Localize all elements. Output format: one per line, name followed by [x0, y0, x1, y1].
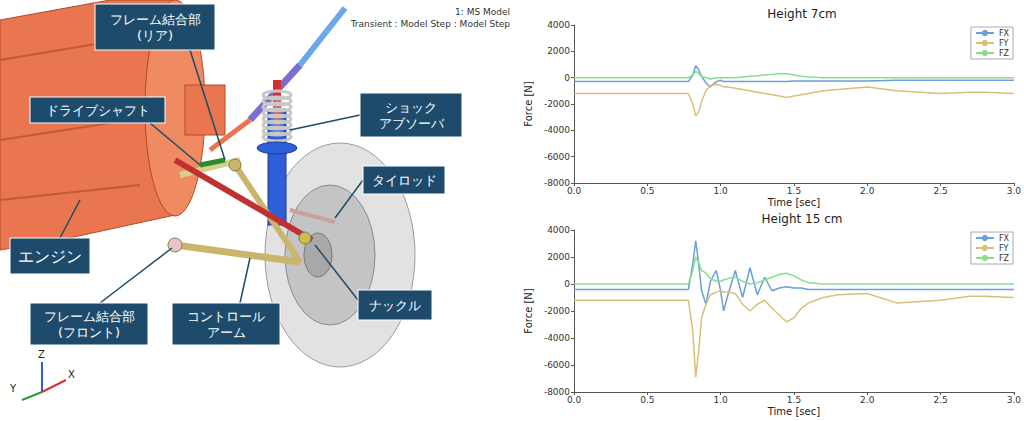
svg-text:フレーム結合部: フレーム結合部 — [44, 309, 135, 324]
svg-text:(リア): (リア) — [137, 28, 173, 43]
svg-text:-2000: -2000 — [544, 306, 570, 316]
svg-text:-6000: -6000 — [544, 152, 570, 162]
svg-text:Force [N]: Force [N] — [523, 81, 534, 127]
svg-text:FY: FY — [999, 244, 1009, 253]
svg-text:FX: FX — [999, 29, 1010, 38]
svg-text:1.5: 1.5 — [787, 395, 801, 405]
svg-text:ドライブシャフト: ドライブシャフト — [46, 103, 150, 118]
svg-text:コントロール: コントロール — [187, 309, 265, 324]
svg-text:-2000: -2000 — [544, 99, 570, 109]
svg-text:フレーム結合部: フレーム結合部 — [110, 12, 201, 27]
svg-text:1.0: 1.0 — [713, 186, 728, 196]
svg-text:タイロッド: タイロッド — [372, 173, 437, 188]
svg-text:0.5: 0.5 — [640, 395, 654, 405]
svg-text:-6000: -6000 — [544, 360, 570, 370]
svg-text:3.0: 3.0 — [1007, 395, 1022, 405]
svg-text:3.0: 3.0 — [1007, 186, 1022, 196]
svg-text:FY: FY — [999, 39, 1009, 48]
svg-text:アーム: アーム — [207, 325, 246, 340]
svg-text:2.0: 2.0 — [860, 395, 875, 405]
svg-text:FZ: FZ — [999, 254, 1010, 263]
svg-text:Height 15 cm: Height 15 cm — [762, 212, 843, 226]
svg-text:0: 0 — [564, 279, 570, 289]
svg-text:Height 7cm: Height 7cm — [767, 7, 836, 21]
svg-text:X: X — [68, 369, 75, 380]
svg-text:-4000: -4000 — [544, 125, 570, 135]
svg-text:0.5: 0.5 — [640, 186, 654, 196]
svg-text:1.5: 1.5 — [787, 186, 801, 196]
svg-text:Force [N]: Force [N] — [523, 288, 534, 334]
svg-text:1.0: 1.0 — [713, 395, 728, 405]
svg-text:2.5: 2.5 — [933, 395, 947, 405]
svg-text:アブソーバ: アブソーバ — [379, 116, 445, 131]
svg-text:1: MS Model: 1: MS Model — [455, 7, 510, 17]
svg-text:エンジン: エンジン — [18, 247, 82, 266]
svg-text:2.0: 2.0 — [860, 186, 875, 196]
svg-text:Z: Z — [38, 349, 45, 360]
svg-text:Transient : Model Step : Model: Transient : Model Step : Model Step — [350, 19, 511, 29]
svg-text:2.5: 2.5 — [933, 186, 947, 196]
svg-text:ショック: ショック — [385, 100, 437, 115]
svg-text:FX: FX — [999, 234, 1010, 243]
svg-text:-8000: -8000 — [543, 178, 571, 188]
svg-text:Time [sec]: Time [sec] — [767, 406, 820, 417]
svg-text:-8000: -8000 — [543, 387, 571, 397]
svg-text:2000: 2000 — [547, 252, 570, 262]
svg-text:0.0: 0.0 — [567, 395, 582, 405]
svg-text:Time [sec]: Time [sec] — [767, 197, 820, 208]
svg-text:4000: 4000 — [547, 225, 570, 235]
svg-text:(フロント): (フロント) — [58, 325, 120, 340]
svg-text:Y: Y — [9, 383, 17, 394]
svg-text:4000: 4000 — [547, 20, 570, 30]
svg-text:ナックル: ナックル — [369, 298, 421, 313]
svg-text:0.0: 0.0 — [567, 186, 582, 196]
svg-text:FZ: FZ — [999, 49, 1010, 58]
svg-text:0: 0 — [564, 73, 570, 83]
svg-text:2000: 2000 — [547, 46, 570, 56]
svg-text:-4000: -4000 — [544, 333, 570, 343]
